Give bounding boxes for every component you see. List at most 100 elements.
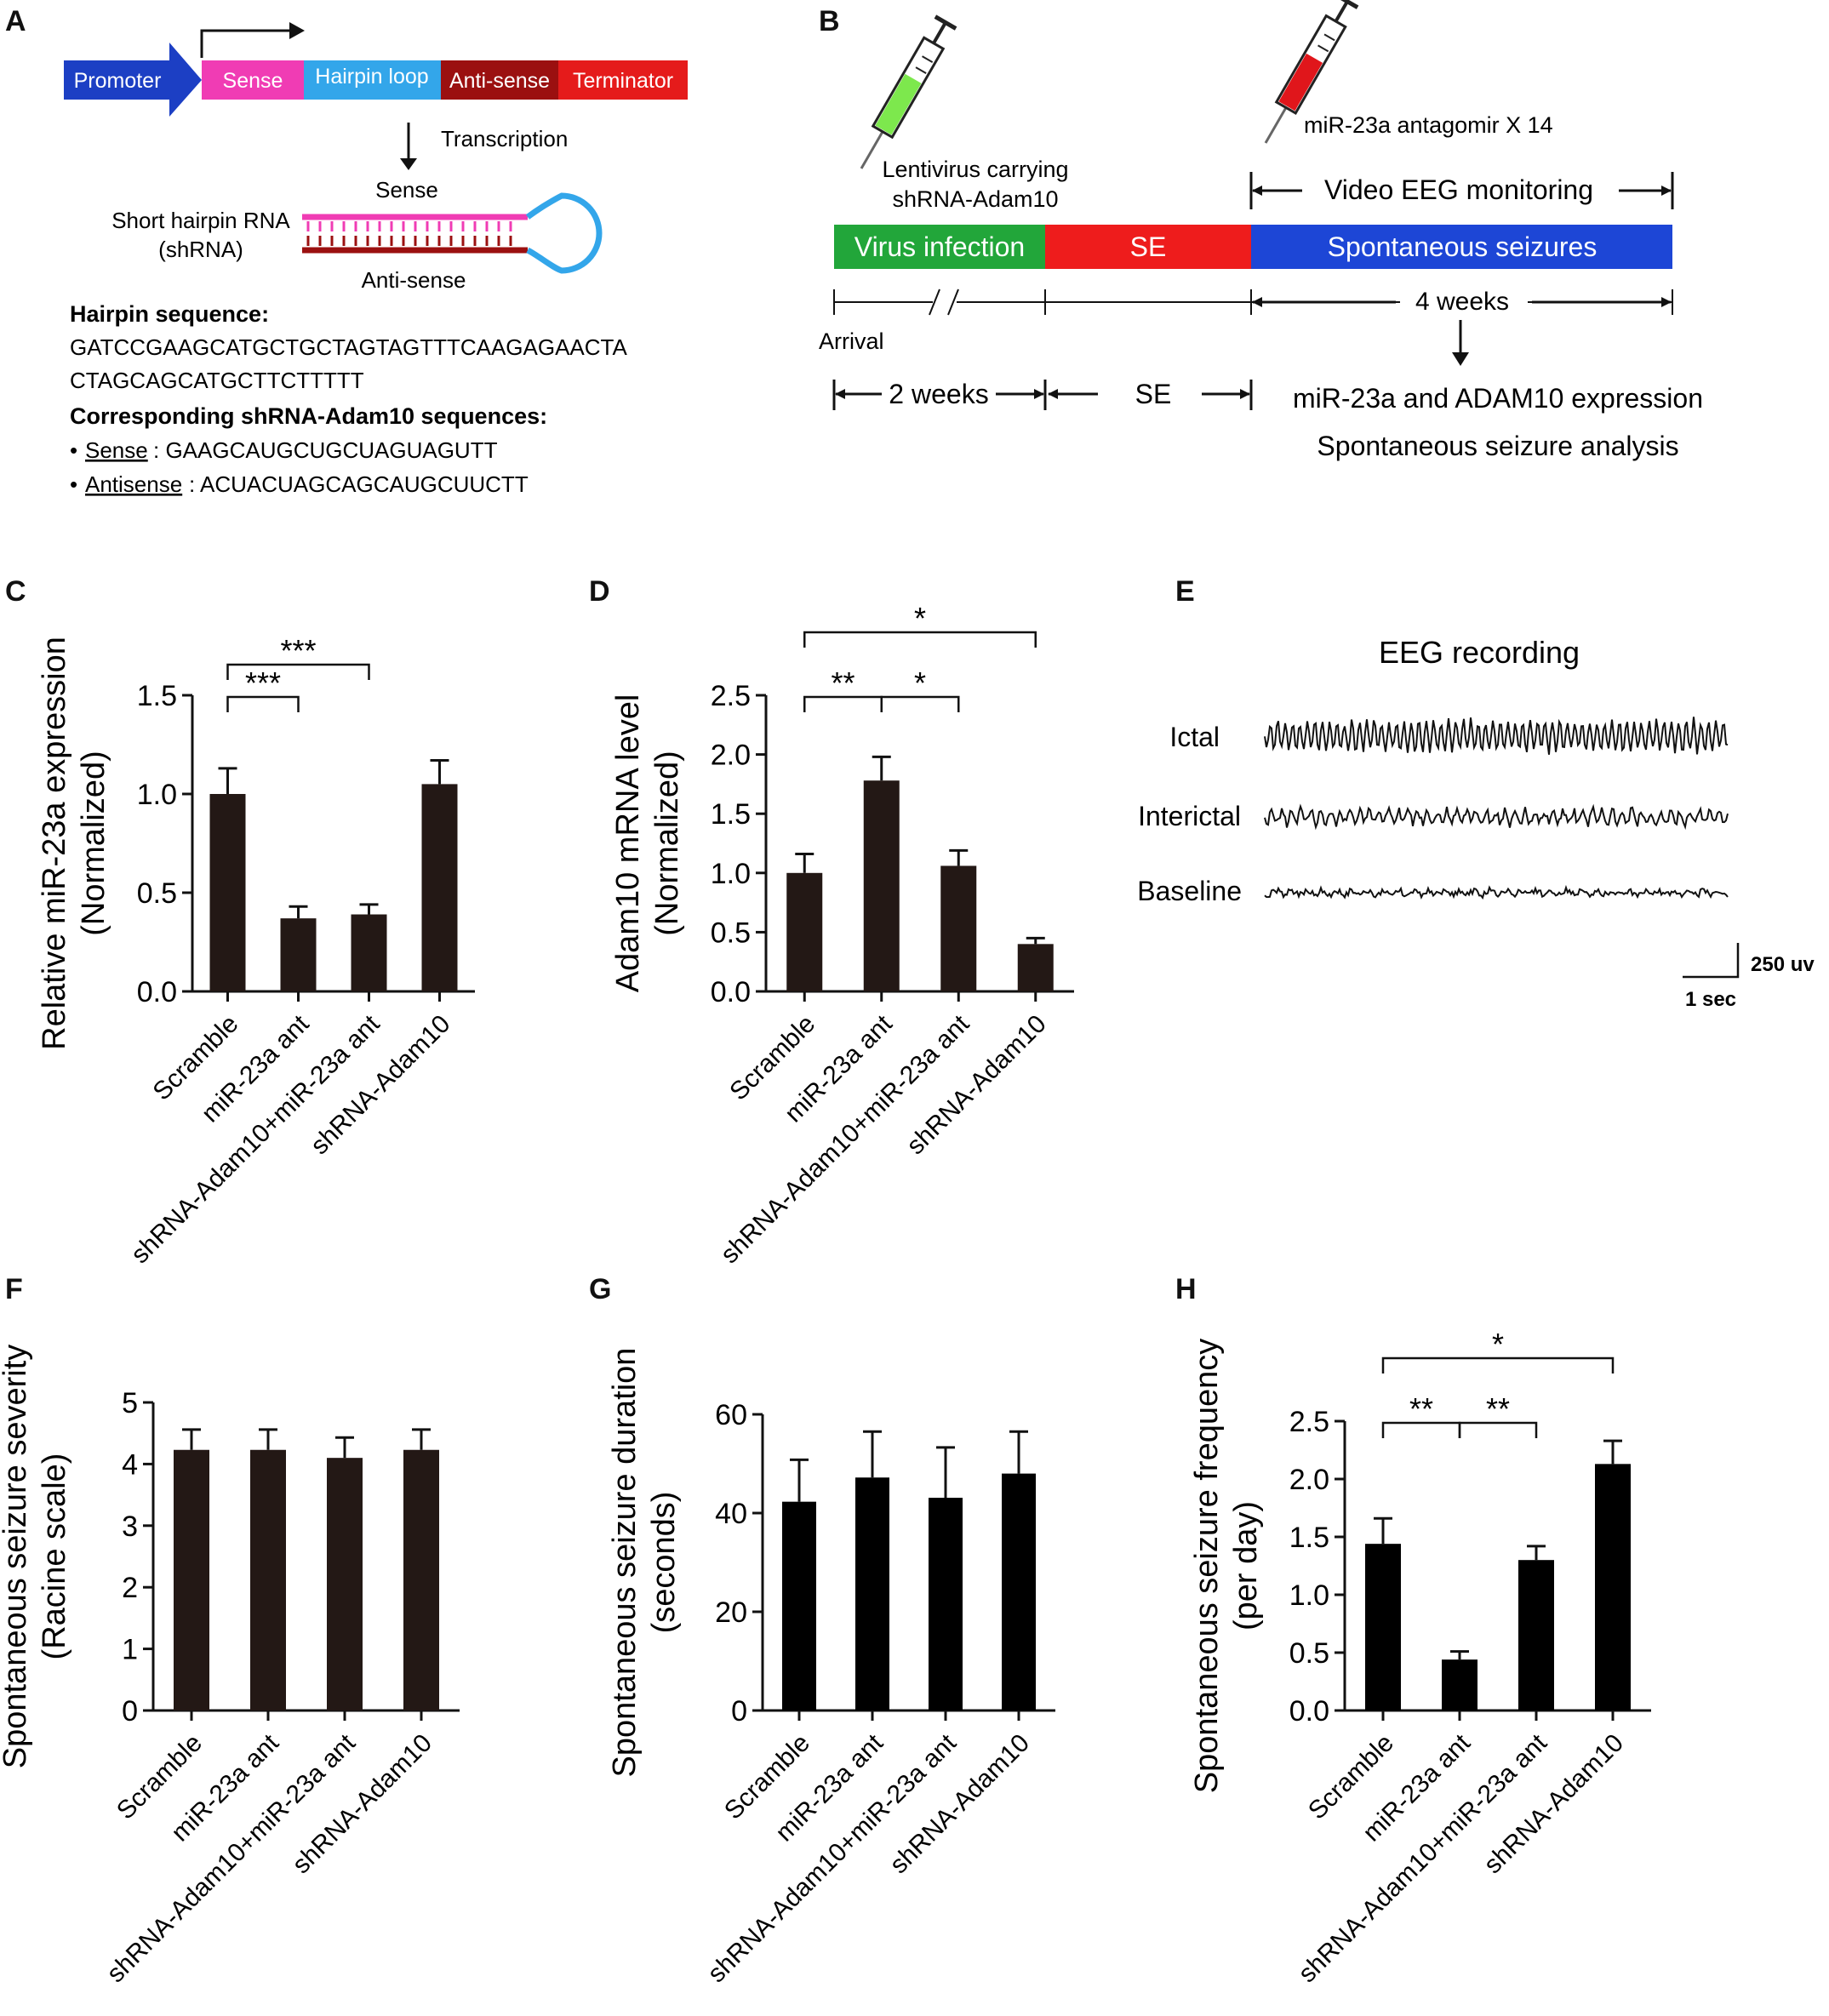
panel-letter-c: C [5,575,26,608]
spontaneous-seizures-phase [1251,225,1672,269]
significance-bracket [880,695,960,712]
promoter-block [64,43,202,117]
interictal-trace [1264,803,1729,831]
significance-label: * [1492,1327,1504,1362]
syringe-antagomir-icon [1264,0,1359,144]
se-interval-label: SE [1135,379,1172,409]
y-tick-label: 4 [122,1448,138,1481]
bar [1595,1464,1631,1710]
terminator-block [558,60,688,100]
shrna-label-line2: (shRNA) [158,237,243,262]
bar [209,794,246,991]
tss-arrowhead [289,22,305,39]
panel-b: Lentivirus carrying shRNA-Adam10 miR-23a… [819,0,1703,461]
hairpin-sequence-heading: Hairpin sequence: [70,301,269,327]
significance-bracket [803,631,1037,648]
y-tick-label: 1.0 [1289,1579,1329,1612]
y-tick-label: 3 [122,1511,138,1543]
scale-time-label: 1 sec [1685,988,1736,1011]
y-axis-label-unit: (Racine scale) [37,1453,72,1660]
hairpin-sense-label: Sense [375,177,438,203]
significance-label: *** [245,665,281,700]
two-weeks-label: 2 weeks [889,379,988,409]
bar [786,872,823,991]
bar [1442,1659,1477,1710]
y-tick-label: 0.5 [711,917,751,949]
significance-label: * [914,601,926,636]
y-tick-label: 2.0 [711,740,751,772]
x-category-label: shRNA-Adam10 [1478,1729,1629,1880]
significance-label: *** [280,633,316,668]
sense-block-label: Sense [223,69,283,93]
significance-bracket [1458,1421,1538,1438]
trace-label-interictal: Interictal [1138,801,1241,831]
outcome-seizure-analysis: Spontaneous seizure analysis [1317,431,1678,461]
outcome-expression: miR-23a and ADAM10 expression [1293,383,1703,414]
y-tick-label: 20 [715,1596,747,1629]
sense-key: Sense [85,437,148,463]
baseline-trace [1264,884,1729,900]
bar [940,865,977,991]
y-tick-label: 2 [122,1572,138,1604]
terminator-block-label: Terminator [573,69,673,93]
y-axis-label-unit: (Normalized) [76,751,111,935]
y-axis-label-unit: (seconds) [646,1492,682,1634]
arrival-label: Arrival [819,328,884,354]
bar [421,784,458,991]
spontaneous-seizures-label: Spontaneous seizures [1328,231,1598,262]
tss-arrow [200,29,291,58]
panel-letter-d: D [589,575,610,608]
virus-infection-phase [834,225,1045,269]
y-axis-label-unit: (per day) [1228,1501,1264,1631]
bar [1017,944,1054,991]
y-tick-label: 40 [715,1498,747,1530]
y-tick-label: 0 [731,1695,747,1728]
panel-letter-f: F [5,1273,23,1305]
four-weeks-label: 4 weeks [1415,288,1509,316]
y-axis-label: Spontaneous seizure duration [607,1348,643,1778]
y-tick-label: 0.0 [711,976,751,1008]
shrna-sequences-heading: Corresponding shRNA-Adam10 sequences: [70,403,547,429]
bar [1002,1473,1036,1710]
x-category-label: shRNA-Adam10 [901,1010,1052,1161]
bar [403,1449,439,1710]
bar [327,1458,363,1710]
y-axis-label: Spontaneous seizure severity [0,1345,33,1769]
bar [855,1477,889,1710]
bar [929,1498,963,1710]
panel-letter-b: B [819,5,840,37]
se-phase [1045,225,1251,269]
ictal-trace [1264,717,1729,755]
significance-bracket [226,663,370,680]
y-tick-label: 0.0 [1289,1695,1329,1728]
panel-letter-h: H [1175,1273,1197,1305]
y-tick-label: 0 [122,1695,138,1728]
x-category-label: shRNA-Adam10 [287,1729,437,1880]
y-tick-label: 60 [715,1399,747,1431]
y-tick-label: 1.0 [711,858,751,890]
hairpin-sequence-line2: CTAGCAGCATGCTTCTTTTT [70,368,364,393]
significance-label: ** [1409,1391,1433,1426]
shrna-label-line1: Short hairpin RNA [111,208,290,233]
antisense-key: Antisense [85,471,182,497]
y-axis-label: Spontaneous seizure frequency [1189,1339,1225,1793]
bar [1518,1560,1554,1710]
y-axis-label-unit: (Normalized) [649,751,685,935]
y-tick-label: 0.5 [137,877,177,910]
sense-sequence: : GAAGCAUGCUGCUAGUAGUTT [153,437,498,463]
trace-label-baseline: Baseline [1137,876,1242,906]
bar [782,1501,816,1710]
antisense-bullet: • [70,471,77,497]
video-eeg-label: Video EEG monitoring [1324,174,1593,205]
hairpin-sequence-line1: GATCCGAAGCATGCTGCTAGTAGTTTCAAGAGAACTA [70,334,627,360]
x-category-label: shRNA-Adam10 [884,1729,1035,1880]
transcription-arrowhead [400,158,417,170]
panel-letter-a: A [5,5,26,37]
scale-voltage-label: 250 uv [1751,953,1815,976]
panel-letter-e: E [1175,575,1195,608]
y-tick-label: 0.5 [1289,1637,1329,1670]
